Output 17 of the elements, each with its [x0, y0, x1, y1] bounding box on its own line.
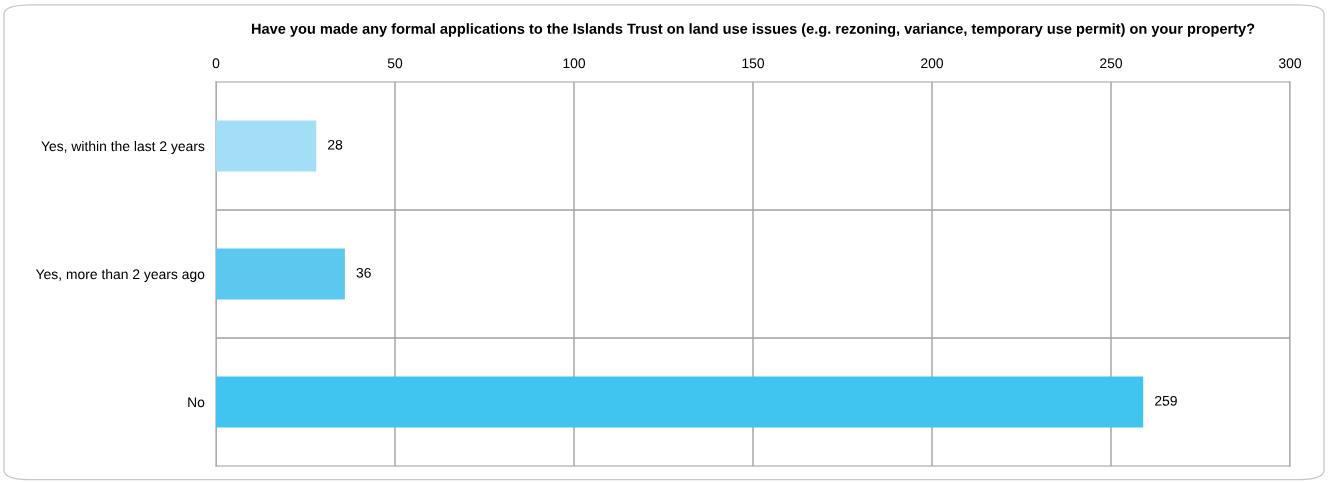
data-label: 28 [328, 139, 343, 150]
y-tick-label: No [188, 397, 205, 408]
bar [216, 120, 317, 172]
chart-title: Have you made any formal applications to the Islands Trust on land use issues (e.g. rezoning, variance, temporary use permit) on your property? [251, 23, 1255, 37]
x-tick-label: 200 [921, 58, 944, 69]
bar [216, 376, 1144, 428]
data-label: 36 [356, 267, 371, 278]
y-tick-label: Yes, more than 2 years ago [35, 268, 205, 282]
data-label: 259 [1155, 395, 1177, 406]
x-tick-label: 100 [563, 58, 586, 69]
x-tick-label: 250 [1100, 58, 1123, 69]
x-tick-label: 300 [1278, 58, 1302, 69]
x-tick-label: 150 [742, 58, 765, 69]
y-tick-label: Yes, within the last 2 years [41, 140, 205, 154]
bar [216, 248, 345, 300]
x-tick-label: 50 [387, 58, 403, 69]
x-tick-label: 0 [212, 58, 220, 69]
